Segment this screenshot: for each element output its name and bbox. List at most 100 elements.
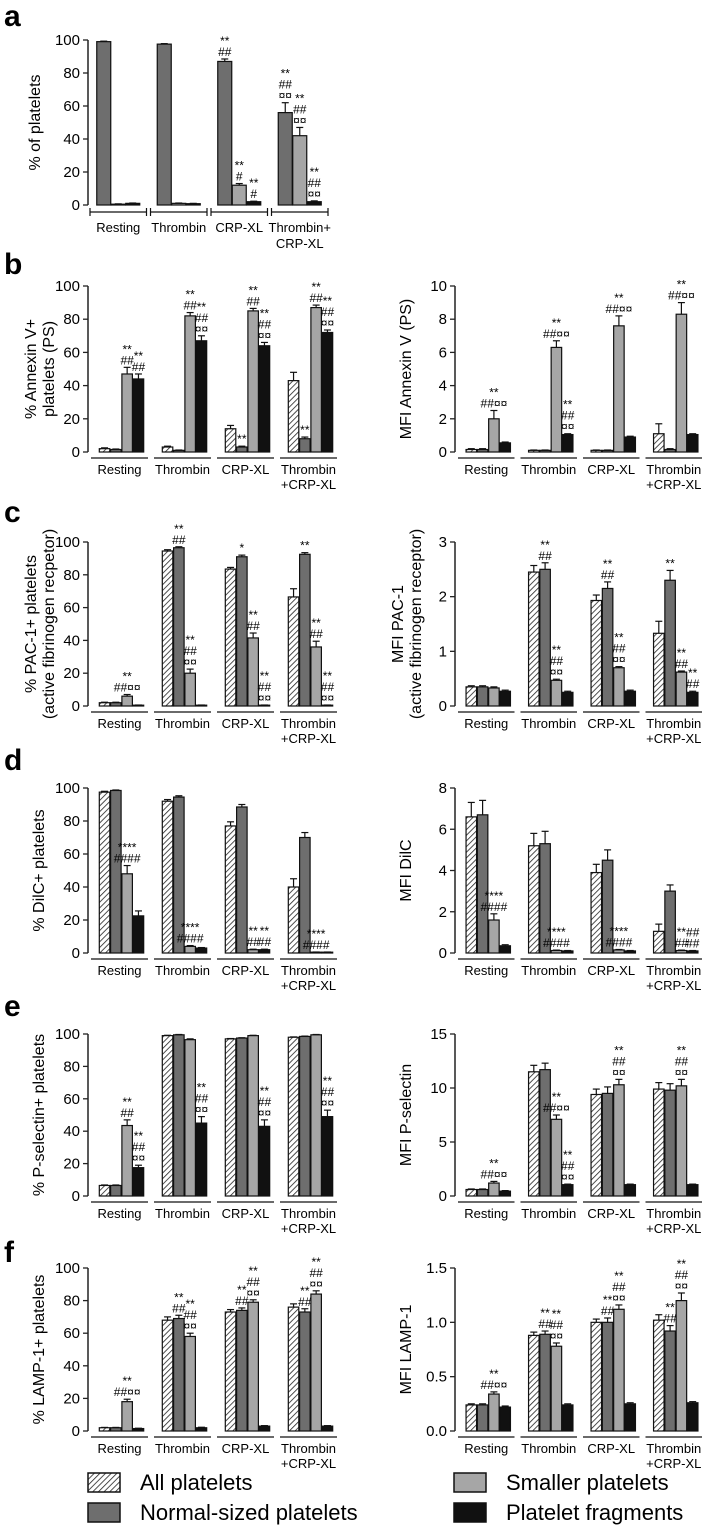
significance-mark: ## <box>686 937 700 951</box>
significance-mark: ## <box>293 102 307 116</box>
y-tick-label: 2 <box>439 904 447 921</box>
chart-c1: 0 20 40 60 80 100 % PAC-1+ platelets (active fi… <box>23 522 337 746</box>
y-tick-label: 0 <box>72 197 80 214</box>
significance-mark: ## <box>561 1159 575 1173</box>
bar-all <box>161 800 174 954</box>
bar-smaller <box>184 1039 196 1197</box>
significance-mark: ## <box>321 1085 335 1099</box>
significance-mark: ##¤¤ <box>543 327 570 341</box>
bar-normal <box>109 1427 122 1432</box>
bar-all <box>527 1071 540 1197</box>
y-tick-label: 20 <box>63 665 80 682</box>
group-label: Resting <box>96 220 140 235</box>
bar-all <box>98 702 111 707</box>
bar-smaller <box>121 373 134 453</box>
significance-mark: ** <box>665 1301 675 1315</box>
significance-mark: ** <box>310 165 320 179</box>
group-label: Thrombin <box>646 963 701 978</box>
significance-mark: ¤¤ <box>183 655 197 669</box>
bar-smaller <box>184 945 196 954</box>
y-tick-label: 60 <box>63 1325 80 1342</box>
y-tick-label: 0 <box>439 1188 447 1205</box>
significance-mark: ## <box>195 1092 209 1106</box>
bar-all <box>287 1036 300 1197</box>
significance-mark: ## <box>258 1095 272 1109</box>
bar-all <box>590 1093 603 1197</box>
y-tick-label: 0 <box>439 698 447 715</box>
bar-all <box>527 1334 540 1432</box>
bar-smaller <box>613 949 625 954</box>
significance-mark: ** <box>311 280 321 294</box>
y-tick-label: 10 <box>430 278 447 295</box>
significance-mark: ## <box>308 176 322 190</box>
y-tick-label: 8 <box>439 311 447 328</box>
bar-fragments <box>499 1190 512 1197</box>
bar-normal <box>236 446 248 453</box>
bar-normal <box>476 1404 489 1432</box>
significance-mark: ## <box>675 1054 689 1068</box>
significance-mark: ** <box>185 633 195 647</box>
significance-mark: ** <box>323 669 333 683</box>
significance-mark: ## <box>195 311 209 325</box>
significance-mark: ** <box>603 557 613 571</box>
significance-mark: ## <box>612 1054 626 1068</box>
significance-mark: **** <box>181 921 200 935</box>
significance-mark: ## <box>309 627 323 641</box>
significance-mark: ** <box>552 643 562 657</box>
significance-mark: **** <box>547 925 566 939</box>
bar-fragments <box>561 1184 574 1197</box>
significance-mark: ## <box>218 45 232 59</box>
bar-smaller <box>488 687 500 707</box>
significance-mark: ** <box>248 608 258 622</box>
y-tick-label: 20 <box>63 164 80 181</box>
significance-mark: ** <box>248 283 258 297</box>
significance-mark: ** <box>677 1257 687 1271</box>
group-label: CRP-XL <box>222 963 270 978</box>
significance-mark: ¤¤ <box>612 653 626 667</box>
significance-mark: ** <box>552 1307 562 1321</box>
group-label-line2: +CRP-XL <box>281 477 336 492</box>
significance-mark: ** <box>281 67 291 81</box>
y-tick-label: 80 <box>63 65 80 82</box>
bar-fragments <box>258 949 271 954</box>
bar-all <box>161 1035 174 1197</box>
bar-all <box>98 448 111 453</box>
group-label: CRP-XL <box>587 1206 635 1221</box>
bar-smaller <box>550 679 563 707</box>
legend-label-normal: Normal-sized platelets <box>140 1500 358 1525</box>
group-label-line2: +CRP-XL <box>281 1221 336 1236</box>
significance-mark: ** <box>552 1090 562 1104</box>
significance-mark: ##¤¤ <box>114 1385 141 1399</box>
y-axis-label: MFI PAC-1 <box>390 585 407 663</box>
bar-normal <box>173 547 185 707</box>
y-tick-label: 100 <box>55 32 80 49</box>
bar-all <box>98 1184 111 1197</box>
significance-mark: ¤¤ <box>309 1277 323 1291</box>
significance-mark: ** <box>197 1081 207 1095</box>
bar-all <box>224 568 237 707</box>
bar-all <box>224 1311 237 1432</box>
significance-mark: ** <box>249 176 259 190</box>
bar-all <box>465 1188 478 1197</box>
y-tick-label: 40 <box>63 879 80 896</box>
bar-normal <box>476 686 489 707</box>
significance-mark: ## <box>246 294 260 308</box>
y-tick-label: 60 <box>63 600 80 617</box>
bar-smaller <box>613 1308 625 1432</box>
significance-mark: ** <box>300 423 310 437</box>
significance-mark: ¤¤ <box>550 1329 564 1343</box>
significance-mark: ** <box>122 1095 132 1109</box>
bar-fragments <box>132 1167 145 1197</box>
significance-mark: ## <box>686 926 700 940</box>
significance-mark: ** <box>489 1367 499 1381</box>
significance-mark: ¤¤ <box>183 1319 197 1333</box>
significance-mark: ¤¤ <box>258 328 272 342</box>
significance-mark: **** <box>118 841 137 855</box>
group-label: CRP-XL <box>222 1441 270 1456</box>
bar-all <box>590 1321 603 1432</box>
significance-mark: ** <box>688 666 698 680</box>
group-label: Resting <box>464 462 508 477</box>
bar-all <box>465 448 478 453</box>
